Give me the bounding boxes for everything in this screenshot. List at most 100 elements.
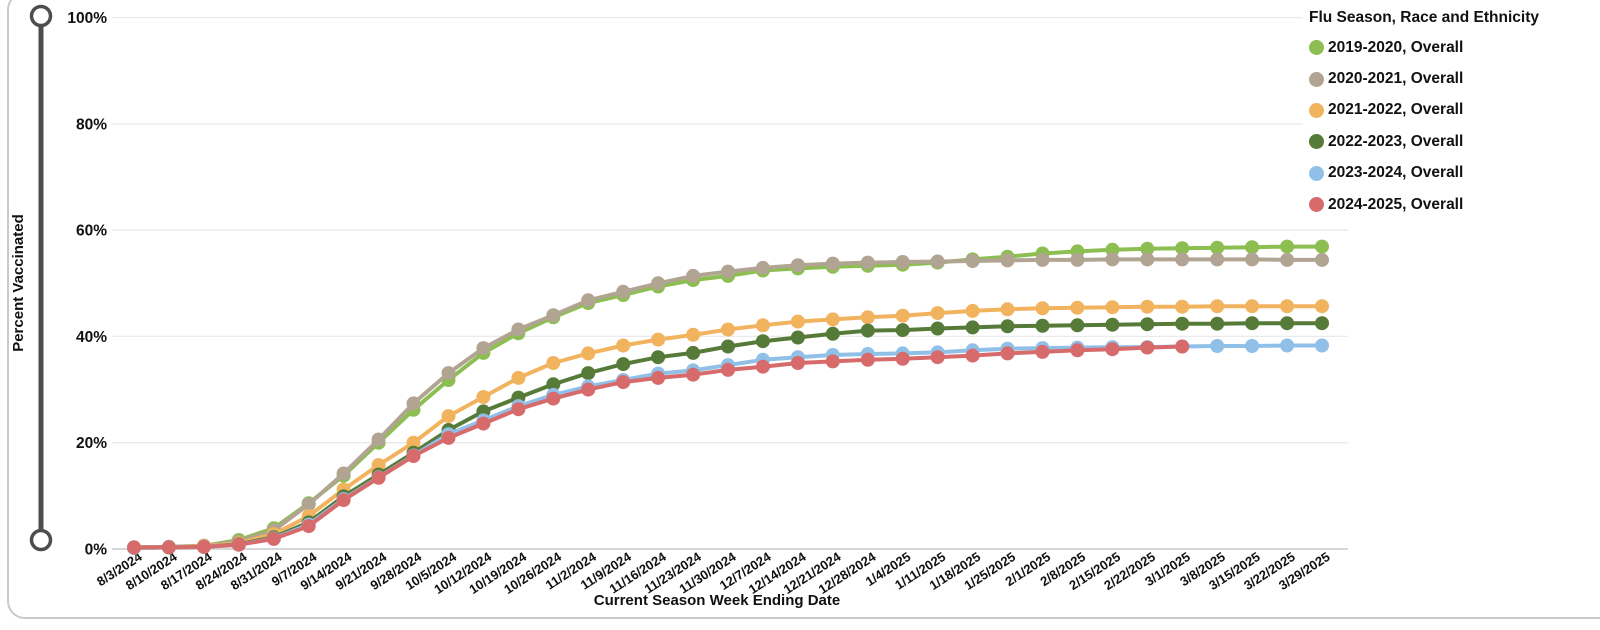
data-point-2021-2022-10/26/2024[interactable] [546,356,561,370]
data-point-2019-2020-3/29/2025[interactable] [1315,239,1329,254]
data-point-2024-2025-2/1/2025[interactable] [1035,344,1050,359]
data-point-2024-2025-10/26/2024[interactable] [546,391,561,406]
data-point-2022-2023-3/1/2025[interactable] [1175,316,1190,331]
data-point-2019-2020-3/8/2025[interactable] [1210,240,1225,255]
data-point-2022-2023-2/22/2025[interactable] [1140,317,1155,332]
data-point-2022-2023-3/29/2025[interactable] [1315,316,1329,331]
data-point-2020-2021-3/15/2025[interactable] [1245,252,1260,267]
data-point-2022-2023-3/8/2025[interactable] [1210,316,1225,331]
y-axis-slider-handle-top[interactable] [29,4,53,28]
data-point-2020-2021-11/16/2024[interactable] [651,276,666,291]
data-point-2021-2022-1/25/2025[interactable] [1000,302,1015,317]
data-point-2024-2025-11/2/2024[interactable] [581,382,596,397]
y-axis-slider-handle-bottom[interactable] [29,528,53,552]
data-point-2021-2022-12/14/2024[interactable] [790,314,805,329]
data-point-2022-2023-1/25/2025[interactable] [1000,319,1015,334]
data-point-2022-2023-3/15/2025[interactable] [1245,316,1260,331]
data-point-2021-2022-2/22/2025[interactable] [1140,299,1155,314]
data-point-2021-2022-3/1/2025[interactable] [1175,299,1190,314]
data-point-2020-2021-3/8/2025[interactable] [1210,252,1225,267]
data-point-2021-2022-2/8/2025[interactable] [1070,300,1085,315]
data-point-2020-2021-1/4/2025[interactable] [895,255,910,269]
data-point-2024-2025-8/31/2024[interactable] [266,531,281,546]
data-point-2022-2023-12/28/2024[interactable] [860,323,875,338]
data-point-2020-2021-2/15/2025[interactable] [1105,252,1120,267]
data-point-2020-2021-2/8/2025[interactable] [1070,252,1085,267]
data-point-2023-2024-3/22/2025[interactable] [1280,338,1295,353]
data-point-2021-2022-11/9/2024[interactable] [616,338,631,353]
data-point-2022-2023-11/16/2024[interactable] [651,350,666,365]
data-point-2020-2021-3/1/2025[interactable] [1175,252,1190,267]
data-point-2021-2022-11/16/2024[interactable] [651,332,666,347]
data-point-2023-2024-3/29/2025[interactable] [1315,338,1329,353]
data-point-2024-2025-9/14/2024[interactable] [336,493,351,508]
data-point-2020-2021-3/29/2025[interactable] [1315,252,1329,267]
data-point-2022-2023-3/22/2025[interactable] [1280,316,1295,331]
data-point-2024-2025-10/12/2024[interactable] [476,416,491,431]
data-point-2020-2021-1/25/2025[interactable] [1000,253,1015,268]
data-point-2020-2021-11/2/2024[interactable] [581,293,596,308]
data-point-2024-2025-9/28/2024[interactable] [406,449,421,463]
data-point-2020-2021-2/1/2025[interactable] [1035,252,1050,267]
data-point-2022-2023-12/7/2024[interactable] [755,334,770,349]
data-point-2021-2022-10/12/2024[interactable] [476,390,491,404]
data-point-2020-2021-3/22/2025[interactable] [1280,252,1295,267]
data-point-2020-2021-9/21/2024[interactable] [371,432,386,447]
data-point-2023-2024-3/15/2025[interactable] [1245,339,1260,353]
data-point-2024-2025-9/21/2024[interactable] [371,470,386,485]
data-point-2022-2023-2/15/2025[interactable] [1105,317,1120,332]
data-point-2019-2020-3/15/2025[interactable] [1245,240,1260,255]
data-point-2020-2021-10/19/2024[interactable] [511,322,526,337]
data-point-2021-2022-2/1/2025[interactable] [1035,301,1050,316]
data-point-2024-2025-10/5/2024[interactable] [441,430,456,445]
data-point-2020-2021-11/23/2024[interactable] [686,268,701,283]
data-point-2022-2023-12/14/2024[interactable] [790,330,805,345]
data-point-2022-2023-11/9/2024[interactable] [616,357,631,372]
legend-item-2020-2021[interactable]: 2020-2021, Overall [1303,63,1561,94]
data-point-2019-2020-3/1/2025[interactable] [1175,241,1190,256]
data-point-2020-2021-12/7/2024[interactable] [755,260,770,275]
data-point-2021-2022-3/15/2025[interactable] [1245,299,1260,314]
data-point-2022-2023-11/23/2024[interactable] [686,345,701,360]
data-point-2020-2021-12/14/2024[interactable] [790,258,805,273]
data-point-2024-2025-12/7/2024[interactable] [755,359,770,374]
data-point-2020-2021-11/9/2024[interactable] [616,284,631,299]
data-point-2024-2025-10/19/2024[interactable] [511,402,526,417]
data-point-2020-2021-2/22/2025[interactable] [1140,252,1155,267]
data-point-2024-2025-12/21/2024[interactable] [825,354,840,369]
data-point-2021-2022-1/11/2025[interactable] [930,306,945,321]
data-point-2024-2025-8/10/2024[interactable] [161,540,176,555]
data-point-2021-2022-11/2/2024[interactable] [581,346,596,361]
data-point-2022-2023-11/30/2024[interactable] [721,339,735,354]
data-point-2024-2025-8/17/2024[interactable] [196,539,211,554]
data-point-2024-2025-8/3/2024[interactable] [127,540,141,555]
data-point-2023-2024-3/8/2025[interactable] [1210,339,1225,353]
data-point-2024-2025-11/16/2024[interactable] [651,370,666,385]
data-point-2024-2025-11/30/2024[interactable] [721,362,735,377]
data-point-2020-2021-11/30/2024[interactable] [721,264,735,279]
data-point-2020-2021-10/5/2024[interactable] [441,366,456,381]
data-point-2024-2025-12/14/2024[interactable] [790,356,805,370]
data-point-2022-2023-2/1/2025[interactable] [1035,318,1050,333]
data-point-2021-2022-12/7/2024[interactable] [755,318,770,333]
data-point-2024-2025-11/9/2024[interactable] [616,375,631,390]
data-point-2021-2022-11/23/2024[interactable] [686,327,701,342]
data-point-2022-2023-1/4/2025[interactable] [895,323,910,338]
data-point-2022-2023-12/21/2024[interactable] [825,326,840,341]
data-point-2020-2021-10/12/2024[interactable] [476,341,491,356]
data-point-2024-2025-1/18/2025[interactable] [965,348,980,363]
data-point-2024-2025-9/7/2024[interactable] [301,519,316,534]
data-point-2024-2025-2/15/2025[interactable] [1105,342,1120,357]
data-point-2021-2022-12/21/2024[interactable] [825,312,840,327]
data-point-2022-2023-11/2/2024[interactable] [581,366,596,381]
legend-item-2019-2020[interactable]: 2019-2020, Overall [1303,32,1561,63]
legend-item-2023-2024[interactable]: 2023-2024, Overall [1303,158,1561,189]
data-point-2022-2023-1/18/2025[interactable] [965,320,980,335]
data-point-2021-2022-1/4/2025[interactable] [895,308,910,323]
data-point-2021-2022-10/5/2024[interactable] [441,409,456,424]
data-point-2024-2025-11/23/2024[interactable] [686,367,701,382]
data-point-2020-2021-9/14/2024[interactable] [336,466,351,481]
legend-item-2022-2023[interactable]: 2022-2023, Overall [1303,126,1561,157]
data-point-2020-2021-1/11/2025[interactable] [930,254,945,269]
data-point-2019-2020-2/15/2025[interactable] [1105,242,1120,257]
